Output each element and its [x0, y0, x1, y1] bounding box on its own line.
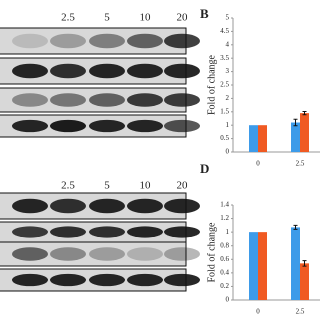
blot-band	[164, 247, 200, 261]
blot-band	[89, 33, 125, 49]
blot-band	[12, 63, 48, 79]
bar	[258, 232, 267, 300]
y-tick-label: 2	[226, 94, 230, 102]
y-tick-label: 0.6	[220, 255, 229, 263]
blot-band	[127, 273, 163, 287]
y-tick-label: 1	[226, 121, 230, 129]
y-tick-label: 1.5	[220, 107, 229, 115]
blot-band	[127, 93, 163, 107]
y-tick-label: 5	[226, 14, 230, 22]
blot-band	[12, 198, 48, 214]
blot-band	[164, 198, 200, 214]
blot-band	[164, 273, 200, 287]
blot-band	[50, 198, 86, 214]
blot-band	[50, 226, 86, 238]
blot-band	[127, 63, 163, 79]
blot-band	[50, 273, 86, 287]
blot-band	[164, 119, 200, 133]
blot-band	[12, 226, 48, 238]
y-tick-label: 4	[226, 40, 230, 48]
blot-band	[12, 273, 48, 287]
y-tick-label: 0.5	[220, 134, 229, 142]
bar	[258, 125, 267, 152]
bar	[291, 227, 300, 300]
blot-band	[12, 119, 48, 133]
panel-letter: B	[200, 6, 209, 21]
blot-band	[127, 33, 163, 49]
y-tick-label: 1.4	[220, 201, 229, 209]
blot-band	[89, 247, 125, 261]
blot-band	[50, 33, 86, 49]
blot-band	[89, 119, 125, 133]
blot-band	[12, 93, 48, 107]
blot-band	[50, 247, 86, 261]
x-tick-label: 0	[256, 308, 260, 316]
x-tick-label: 2.5	[296, 160, 305, 168]
bar	[300, 113, 309, 152]
lane-label: 10	[140, 180, 152, 192]
blot-band	[164, 93, 200, 107]
blot-band	[164, 33, 200, 49]
blot-band	[127, 226, 163, 238]
blot-band	[89, 63, 125, 79]
bar	[291, 122, 300, 152]
blot-band	[89, 198, 125, 214]
blot-band	[50, 119, 86, 133]
y-axis-label: Fold of change	[206, 222, 217, 283]
blot-band	[50, 93, 86, 107]
blot-band	[89, 93, 125, 107]
lane-label: 5	[104, 180, 110, 192]
y-tick-label: 0.8	[220, 241, 229, 249]
lane-label: 2.5	[61, 180, 75, 192]
y-tick-label: 3.5	[220, 54, 229, 62]
error-bar	[293, 224, 298, 230]
lane-label: 5	[104, 12, 110, 24]
lane-label: 10	[140, 12, 152, 24]
y-tick-label: 0	[226, 296, 230, 304]
lane-label: 2.5	[61, 12, 75, 24]
blot-band	[89, 273, 125, 287]
y-tick-label: 2.5	[220, 81, 229, 89]
y-tick-label: 4.5	[220, 27, 229, 35]
error-bar	[302, 111, 307, 116]
lane-label: 20	[177, 12, 189, 24]
blot-band	[164, 63, 200, 79]
bar	[249, 232, 258, 300]
x-tick-label: 2.5	[296, 308, 305, 316]
blot-band	[127, 198, 163, 214]
error-bar	[293, 118, 298, 127]
bar	[300, 263, 309, 300]
blot-band	[50, 63, 86, 79]
blot-band	[164, 226, 200, 238]
blot-band	[89, 226, 125, 238]
y-tick-label: 0.4	[220, 268, 229, 276]
blot-band	[12, 33, 48, 49]
y-tick-label: 1.2	[220, 214, 229, 222]
blot-band	[127, 119, 163, 133]
y-axis-label: Fold of change	[206, 54, 217, 115]
x-tick-label: 0	[256, 160, 260, 168]
blot-band	[127, 247, 163, 261]
panel-letter: D	[200, 161, 209, 176]
y-tick-label: 1	[226, 228, 230, 236]
bar	[249, 125, 258, 152]
error-bar	[302, 260, 307, 267]
y-tick-label: 3	[226, 67, 230, 75]
y-tick-label: 0	[226, 148, 230, 156]
blot-band	[12, 247, 48, 261]
y-tick-label: 0.2	[220, 282, 229, 290]
lane-label: 20	[177, 180, 189, 192]
